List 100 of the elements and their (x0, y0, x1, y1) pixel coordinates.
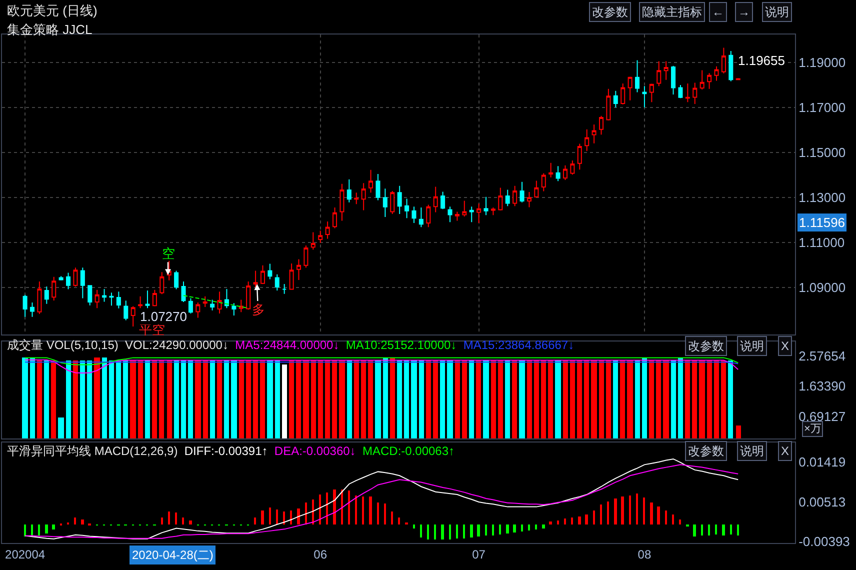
y-tick-label: 1.63390 (798, 378, 846, 394)
candlestick (606, 88, 611, 121)
bar (542, 524, 545, 528)
bar (656, 360, 661, 438)
candlestick (224, 288, 229, 309)
bar (447, 360, 453, 438)
bar (477, 524, 480, 536)
series-label: MA5:24844.00000↓ (235, 338, 340, 352)
bar (650, 502, 653, 524)
candlestick (649, 83, 654, 103)
bar (643, 497, 645, 524)
bar (282, 364, 287, 438)
text: 隐藏主指标 (642, 5, 702, 19)
candlestick (664, 60, 668, 80)
candlestick (304, 245, 308, 268)
bar (269, 507, 271, 524)
bar (593, 510, 595, 524)
candlestick (635, 60, 640, 93)
bar (116, 360, 121, 438)
bar (24, 524, 26, 536)
candlestick (58, 276, 64, 281)
bar (570, 360, 575, 438)
bar (736, 425, 741, 438)
candlestick (512, 185, 518, 207)
candlestick (526, 191, 532, 208)
bar (455, 360, 460, 438)
bar (375, 360, 381, 438)
candlestick (181, 281, 186, 303)
bar (362, 496, 364, 524)
candlestick (109, 292, 114, 306)
bar (52, 524, 55, 530)
bar (30, 357, 35, 438)
bar (138, 360, 143, 438)
bar (527, 360, 532, 438)
candlestick (253, 270, 258, 288)
candlestick (332, 206, 338, 229)
text: DIFF:-0.00391↑ (184, 444, 268, 458)
candlestick (246, 281, 251, 310)
bar (434, 524, 436, 540)
candlestick (260, 264, 265, 285)
bar (339, 360, 345, 438)
candlestick (196, 302, 200, 318)
candlestick (368, 169, 374, 194)
bar (246, 360, 251, 438)
chart-title: 成交量 VOL(5,10,15) (7, 338, 118, 352)
candlestick (217, 291, 222, 314)
bar (549, 521, 552, 524)
bar (175, 512, 177, 524)
y-tick-label: -0.00393 (798, 534, 850, 550)
bar (253, 360, 258, 438)
candlestick (562, 164, 568, 181)
bar (600, 504, 602, 524)
candlestick (598, 115, 604, 136)
candlestick (412, 206, 416, 224)
bar (577, 360, 582, 438)
candlestick (656, 60, 662, 87)
bar (571, 517, 573, 524)
candlestick (433, 186, 438, 213)
candlestick (382, 188, 388, 218)
bar (224, 360, 229, 438)
bar (692, 360, 697, 438)
bar (701, 524, 703, 536)
candlestick (124, 300, 128, 321)
candlestick (310, 232, 316, 250)
bar (397, 360, 402, 438)
bar (722, 524, 725, 536)
annotation: 1.07270 (140, 309, 187, 324)
bar (161, 517, 163, 524)
text: MACD:-0.00063↑ (362, 444, 455, 458)
bar (275, 360, 280, 438)
candlestick (232, 302, 236, 316)
y-tick-label: 0.00513 (798, 494, 846, 510)
bar (80, 360, 85, 438)
bar (283, 511, 285, 524)
bar (469, 360, 474, 438)
bar (728, 360, 733, 438)
candlestick (130, 306, 136, 328)
candlestick (268, 263, 272, 280)
candlestick (296, 258, 302, 280)
candlestick (102, 288, 107, 302)
candlestick (238, 299, 244, 313)
bar (679, 519, 681, 524)
bar (585, 514, 588, 524)
annotation: 说明 (740, 444, 764, 458)
bar (325, 360, 330, 438)
bar (426, 360, 431, 438)
candlestick (490, 206, 496, 216)
candlestick (469, 206, 474, 223)
candlestick (210, 299, 215, 311)
bar (441, 524, 444, 540)
candlestick (678, 84, 683, 99)
bar (390, 357, 395, 438)
candlestick (584, 128, 590, 152)
bar (44, 360, 49, 438)
bar (260, 360, 265, 438)
bar (87, 360, 92, 438)
bar (398, 517, 400, 524)
candlestick (714, 66, 719, 82)
bar (368, 360, 373, 438)
candlestick (692, 82, 698, 104)
